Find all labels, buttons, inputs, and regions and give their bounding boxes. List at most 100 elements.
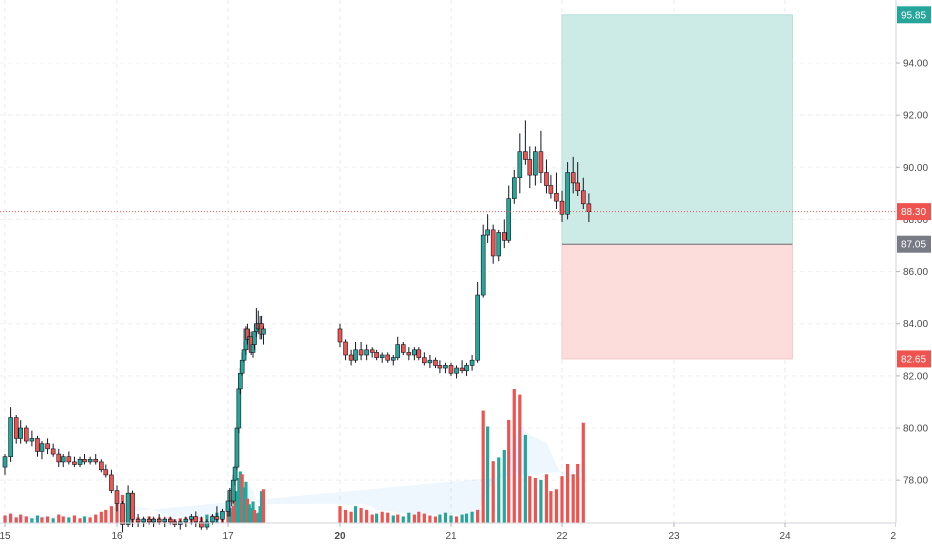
candle-body [575,182,580,192]
volume-bar [233,500,237,523]
candle-body [506,198,512,241]
candle-body [87,458,93,463]
volume-bar [24,516,28,523]
candle-body [35,438,40,452]
loss-zone[interactable] [561,243,793,360]
volume-bar [523,434,527,523]
candle-body [337,328,343,343]
current-price-badge-label: 88.30 [901,207,926,218]
volume-bar [94,514,98,523]
volume-bar [417,511,421,523]
candle-body [448,365,454,374]
candle-body [501,232,507,241]
volume-bar [349,511,353,523]
volume-bar [438,514,442,523]
time-tick-label: 22 [556,531,568,542]
volume-bar [407,512,411,523]
volume-bar [491,461,495,523]
time-axis[interactable]: 151617202122232427 [0,522,932,550]
volume-bar [343,509,348,523]
volume-bar [576,463,580,523]
volume-bar [338,506,342,523]
volume-bar [497,457,501,523]
candle-body [364,349,369,356]
candle-body [533,151,538,176]
volume-bar [581,422,585,523]
volume-bar [261,489,266,523]
volume-bar [370,514,374,523]
candle-body [412,349,417,356]
candle-body [50,448,56,455]
candle-body [60,456,66,463]
volume-bar [231,506,235,523]
volume-bar [104,509,108,523]
candle-body [353,349,358,361]
price-tick-label: 78.00 [903,476,928,487]
time-tick-label: 24 [779,531,791,542]
long-position-tool[interactable] [561,14,793,360]
volume-bar [571,474,575,523]
candle-body [183,518,189,523]
volume-bar [486,426,490,523]
candle-body [517,151,523,179]
candle-body [343,341,348,356]
candle-body [167,518,173,523]
candle-body [422,357,427,364]
price-tick-label: 92.00 [903,111,928,122]
candle-body [8,417,13,457]
candle-body [443,365,448,369]
candle-body [538,151,544,173]
volume-bar [254,513,258,523]
volume-bar [512,389,516,523]
candle-body [358,349,364,356]
stop-loss-badge-label: 82.65 [901,354,926,365]
candle-body [151,518,156,523]
volume-bar [470,511,474,523]
volume-bar [3,515,7,523]
volume-bar [449,515,453,523]
candle-body [2,456,8,468]
volume-bar [549,491,553,523]
price-tick-label: 82.00 [903,371,928,382]
candle-body [99,461,104,471]
volume-bar [544,474,549,523]
candle-body [395,344,401,358]
candle-body [459,367,465,371]
candle-body [156,518,162,523]
candle-body [93,458,99,463]
volume-bar [380,511,384,523]
volume-bar [353,506,358,523]
candle-body [120,503,125,525]
volume-bar [412,514,416,523]
candle-body [480,234,486,296]
price-axis[interactable]: 78.00 80.00 82.00 84.00 86.00 88.00 90.00 92.00… [895,0,928,523]
candle-body [141,518,146,523]
candle-body [406,352,412,356]
candle-body [379,354,385,358]
price-tick-label: 90.00 [903,163,928,174]
volume-bar [422,513,426,523]
time-tick-label: 23 [668,531,680,542]
candle-body [586,203,592,212]
profit-zone[interactable] [561,14,793,245]
candle-body [559,200,565,215]
volume-bar [19,514,23,523]
volume-bar [375,513,379,523]
candle-body [234,427,240,468]
candle-body [469,359,475,366]
candle-body [527,159,533,176]
candle-body [400,344,406,353]
current-price-badge [897,203,931,221]
candle-body [523,151,528,160]
price-tick-label: 80.00 [903,424,928,435]
candle-body [135,518,141,523]
time-tick-label: 21 [445,531,457,542]
candle-body [437,365,443,369]
volume-bar [247,504,251,523]
candle-body [39,443,45,452]
candle-body [236,388,242,429]
candle-body [416,349,422,358]
candle-body [214,516,220,520]
volume-bar [40,517,44,523]
